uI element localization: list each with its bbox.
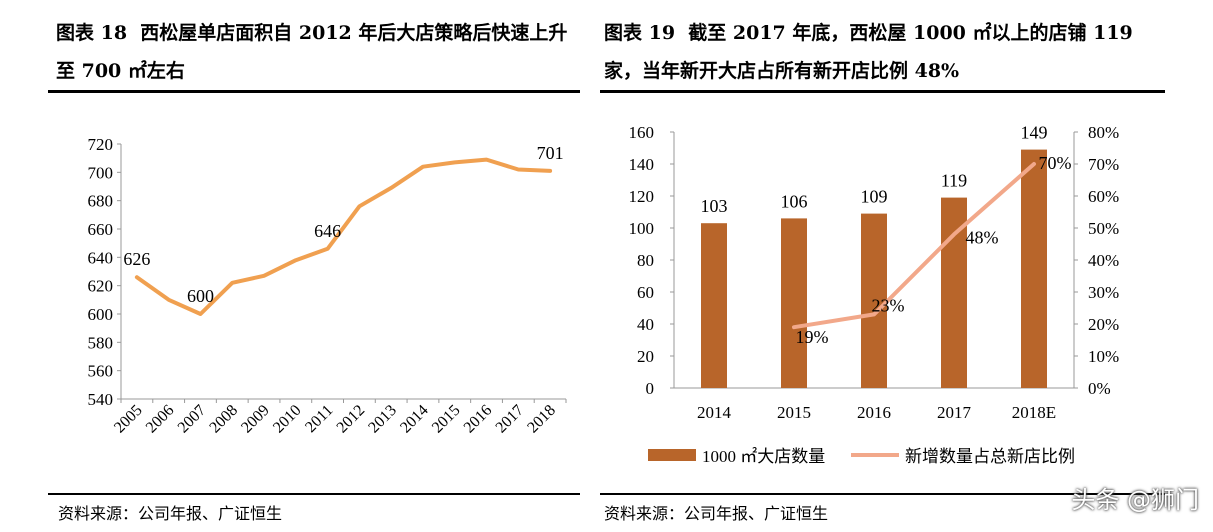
right-pct-label: 23% [872,295,905,315]
right-right-y-tick-label: 30% [1088,283,1119,302]
left-data-label: 626 [123,249,150,269]
right-pct-label: 48% [966,227,999,247]
left-x-tick-label: 2006 [143,402,178,437]
left-y-tick-label: 720 [88,135,114,154]
right-left-y-tick-label: 100 [629,219,655,238]
right-x-tick-label: 2016 [857,403,891,422]
left-y-tick-label: 660 [88,220,114,239]
left-y-tick-label: 640 [88,248,114,267]
right-pct-line [792,162,1036,330]
legend-bar-label: 1000 ㎡大店数量 [702,447,825,466]
right-right-y-tick-label: 70% [1088,155,1119,174]
left-y-tick-label: 680 [88,192,114,211]
left-x-tick-label: 2009 [238,402,273,437]
right-bar [1021,149,1047,388]
right-pct-label: 70% [1039,153,1072,173]
left-top-rule [48,90,580,93]
left-chart-title: 图表 18 西松屋单店面积自 2012 年后大店策略后快速上升至 700 ㎡左右 [56,22,568,82]
left-y-tick-label: 600 [88,305,114,324]
right-x-tick-label: 2015 [777,403,811,422]
right-bar-label: 149 [1021,123,1048,143]
legend-bar-swatch [648,449,696,461]
right-left-y-tick-label: 140 [629,155,655,174]
right-bottom-rule [600,493,1165,495]
right-source-note: 资料来源：公司年报、广证恒生 [604,504,829,523]
left-y-tick-label: 580 [88,333,114,352]
left-x-tick-label: 2007 [175,402,210,437]
right-right-y-tick-label: 40% [1088,251,1119,270]
right-left-y-tick-label: 0 [646,379,655,398]
left-source-note: 资料来源：公司年报、广证恒生 [58,504,283,523]
left-y-tick-label: 540 [88,390,114,409]
right-left-y-tick-label: 20 [637,347,654,366]
right-bar [701,223,727,388]
left-data-label: 646 [314,221,341,241]
right-chart-title: 图表 19 截至 2017 年底，西松屋 1000 ㎡以上的店铺 119 家，当… [604,22,1140,82]
right-left-y-tick-label: 80 [637,251,654,270]
left-x-tick-label: 2014 [397,402,432,437]
right-bar [781,218,807,388]
right-bar [861,213,887,388]
right-bar-label: 106 [781,191,808,211]
left-x-tick-label: 2010 [270,402,305,437]
left-x-tick-label: 2017 [493,402,528,437]
right-right-y-tick-label: 0% [1088,379,1111,398]
right-right-y-tick-label: 20% [1088,315,1119,334]
left-data-label: 600 [187,286,214,306]
left-x-tick-label: 2012 [334,402,369,437]
right-bar-label: 109 [861,187,888,207]
left-x-tick-label: 2015 [429,402,464,437]
right-left-y-tick-label: 60 [637,283,654,302]
right-left-y-tick-label: 40 [637,315,654,334]
watermark: 头条 @狮门 [1071,486,1199,514]
right-x-tick-label: 2014 [697,403,732,422]
left-x-tick-label: 2016 [461,402,496,437]
left-y-tick-label: 700 [88,163,114,182]
right-top-rule [600,90,1165,93]
left-x-tick-label: 2008 [206,402,241,437]
left-y-tick-label: 560 [88,362,114,381]
left-data-label: 701 [537,143,564,163]
left-x-tick-label: 2013 [365,402,400,437]
left-x-tick-label: 2018 [524,402,559,437]
left-series-line [134,157,553,316]
left-x-tick-label: 2005 [111,402,146,437]
right-right-y-tick-label: 80% [1088,123,1119,142]
right-bar-label: 103 [701,196,728,216]
right-bar-label: 119 [941,171,967,191]
right-x-tick-label: 2017 [937,403,972,422]
left-x-tick-label: 2011 [302,402,336,436]
right-pct-label: 19% [796,327,829,347]
right-left-y-tick-label: 120 [629,187,655,206]
right-x-tick-label: 2018E [1012,403,1056,422]
left-y-tick-label: 620 [88,277,114,296]
legend-line-label: 新增数量占总新店比例 [905,447,1075,466]
right-right-y-tick-label: 60% [1088,187,1119,206]
left-bottom-rule [48,493,580,495]
right-right-y-tick-label: 50% [1088,219,1119,238]
right-right-y-tick-label: 10% [1088,347,1119,366]
right-left-y-tick-label: 160 [629,123,655,142]
